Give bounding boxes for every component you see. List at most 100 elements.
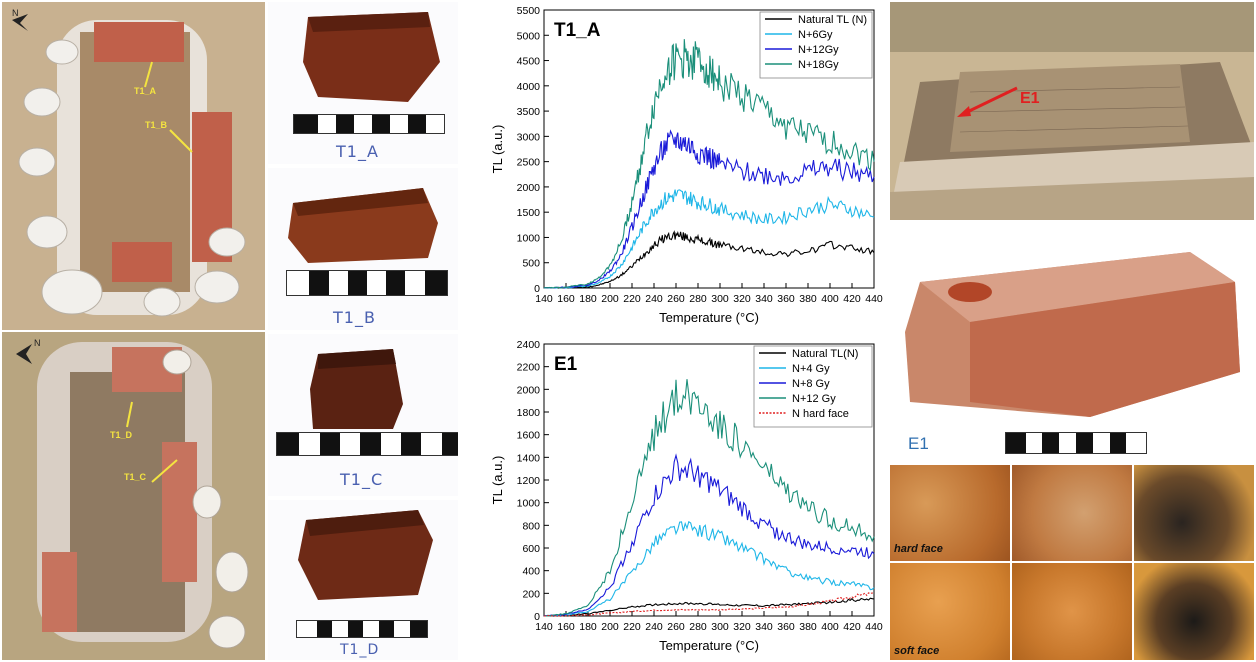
- x-tick-label: 400: [821, 621, 839, 633]
- caption-t1-c: T1_C: [340, 470, 384, 489]
- y-tick-label: 5500: [517, 5, 541, 17]
- y-tick-label: 1400: [517, 452, 541, 464]
- y-tick-label: 400: [522, 566, 540, 578]
- micro-hard-1: [890, 465, 1010, 561]
- legend-label: N+18Gy: [798, 59, 839, 71]
- series-line: [543, 453, 875, 617]
- legend-box: [759, 11, 873, 79]
- y-tick-label: 1500: [517, 207, 541, 219]
- label-t1-b: T1_B: [145, 120, 168, 130]
- chart-t1a-svg: 140 160 180 200 220 240 260 280 300 320 340 360 380 4…: [490, 5, 883, 325]
- chart-t1a: 140 160 180 200 220 240 260 280 300 320 340 360 380 4…: [486, 2, 886, 332]
- caption-t1-a: T1_A: [336, 142, 379, 161]
- x-axis-label: Temperature (°C): [659, 310, 759, 325]
- north-arrow-icon-2: [16, 344, 32, 364]
- y-tick-label: 2000: [517, 182, 541, 194]
- x-tick-label: 320: [733, 621, 751, 633]
- sample-photo-a: T1_A: [268, 2, 458, 164]
- x-tick-label: 320: [733, 293, 751, 305]
- x-tick-label: 340: [755, 621, 773, 633]
- y-tick-label: 3500: [517, 106, 541, 118]
- x-tick-label: 420: [843, 621, 861, 633]
- y-tick-label: 1200: [517, 475, 541, 487]
- svg-text:N: N: [34, 338, 41, 348]
- y-tick-label: 1600: [517, 430, 541, 442]
- y-axis-label: TL (a.u.): [490, 125, 505, 174]
- x-tick-label: 280: [689, 293, 707, 305]
- brick-sample-b-image: [288, 188, 438, 263]
- series-line: [544, 592, 875, 617]
- chart-title: E1: [554, 354, 578, 375]
- y-tick-label: 5000: [517, 30, 541, 42]
- scale-bar-d: [296, 620, 428, 638]
- micro-hard-2: [1012, 465, 1132, 561]
- legend-label: Natural TL(N): [792, 348, 858, 360]
- legend-label: N+12 Gy: [792, 393, 836, 405]
- chart-e1: 140 160 180 200 220 240 260 280 300 320 340 360 380 4…: [486, 336, 886, 660]
- x-tick-label: 280: [689, 621, 707, 633]
- series-line: [543, 129, 875, 289]
- legend-label: N+6Gy: [798, 29, 833, 41]
- y-tick-label: 2400: [517, 339, 541, 351]
- y-tick-label: 1000: [517, 232, 541, 244]
- north-arrow-icon: [12, 14, 28, 31]
- brick-sample-a-image: [303, 12, 440, 102]
- brick-sample-d-image: [298, 510, 433, 600]
- x-tick-label: 240: [645, 293, 663, 305]
- scale-bar-c: [276, 432, 458, 456]
- micro-soft-3: [1134, 563, 1254, 660]
- micro-soft-2: [1012, 563, 1132, 660]
- series-line: [543, 597, 875, 617]
- x-tick-label: 220: [623, 293, 641, 305]
- scale-bar-b: [286, 270, 448, 296]
- y-tick-label: 1800: [517, 407, 541, 419]
- photo-excavation: E1: [890, 2, 1254, 220]
- sample-photo-c: T1_C: [268, 334, 458, 496]
- caption-t1-d: T1_D: [340, 642, 380, 658]
- legend-label: Natural TL (N): [798, 14, 867, 26]
- x-tick-label: 240: [645, 621, 663, 633]
- micro-soft-1: [890, 563, 1010, 660]
- x-tick-label: 300: [711, 621, 729, 633]
- micro-photo-grid: hard face soft face: [890, 465, 1254, 660]
- brick-e1-image: [905, 252, 1240, 417]
- caption-e1: E1: [908, 434, 929, 453]
- legend-label: N+4 Gy: [792, 363, 830, 375]
- label-t1-d: T1_D: [110, 430, 133, 440]
- x-tick-label: 140: [535, 621, 553, 633]
- chart-title: T1_A: [554, 20, 601, 41]
- x-tick-label: 160: [557, 621, 575, 633]
- scale-bar-a: [293, 114, 445, 134]
- y-tick-label: 500: [522, 258, 540, 270]
- burial-structure-image-bottom: N: [2, 332, 265, 660]
- label-e1-arrow: E1: [1020, 90, 1040, 107]
- y-tick-label: 0: [534, 283, 540, 295]
- legend-label: N+12Gy: [798, 44, 839, 56]
- x-axis-label: Temperature (°C): [659, 638, 759, 653]
- label-soft-face: soft face: [894, 645, 940, 657]
- label-t1-a: T1_A: [134, 86, 157, 96]
- photo-burial-bottom: N T1_D T1_C: [2, 332, 265, 660]
- x-tick-label: 300: [711, 293, 729, 305]
- sample-photo-b: T1_B: [268, 168, 458, 330]
- x-tick-label: 380: [799, 621, 817, 633]
- red-arrow-icon: [957, 86, 1018, 117]
- series-line: [543, 189, 875, 289]
- x-tick-label: 420: [843, 293, 861, 305]
- x-tick-label: 400: [821, 293, 839, 305]
- x-tick-label: 180: [579, 621, 597, 633]
- scale-bar-e1: [1005, 432, 1147, 454]
- label-hard-face: hard face: [894, 543, 943, 555]
- series-line: [543, 39, 875, 289]
- x-tick-label: 180: [579, 293, 597, 305]
- sample-photo-d: T1_D: [268, 500, 458, 660]
- x-tick-label: 200: [601, 621, 619, 633]
- y-tick-label: 4000: [517, 81, 541, 93]
- caption-t1-b: T1_B: [333, 308, 376, 327]
- micro-hard-3: [1134, 465, 1254, 561]
- y-axis-label: TL (a.u.): [490, 456, 505, 505]
- y-tick-label: 3000: [517, 131, 541, 143]
- x-tick-label: 160: [557, 293, 575, 305]
- y-tick-label: 4500: [517, 56, 541, 68]
- y-tick-label: 800: [522, 520, 540, 532]
